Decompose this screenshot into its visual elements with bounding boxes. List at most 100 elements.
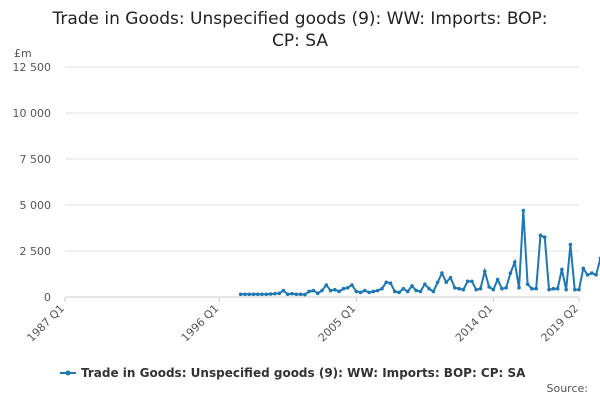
point bbox=[517, 286, 521, 290]
y-tick-label: 2 500 bbox=[20, 245, 52, 258]
point bbox=[268, 292, 273, 296]
legend-label: Trade in Goods: Unspecified goods (9): W… bbox=[81, 366, 526, 380]
point bbox=[431, 289, 436, 294]
point bbox=[303, 292, 307, 297]
point bbox=[410, 284, 414, 288]
point bbox=[388, 281, 393, 286]
point bbox=[491, 287, 496, 292]
chart-title: Trade in Goods: Unspecified goods (9): W… bbox=[51, 9, 547, 29]
point bbox=[264, 292, 269, 297]
point bbox=[590, 271, 594, 275]
point bbox=[405, 289, 410, 294]
x-tick-label: 1996 Q1 bbox=[179, 302, 222, 345]
point bbox=[337, 289, 341, 294]
point bbox=[572, 287, 577, 292]
point bbox=[418, 289, 423, 294]
point bbox=[397, 290, 401, 295]
point bbox=[551, 286, 556, 291]
point bbox=[320, 288, 324, 293]
point bbox=[414, 288, 419, 293]
point bbox=[581, 266, 586, 271]
point bbox=[285, 292, 290, 297]
point bbox=[375, 288, 380, 293]
point bbox=[465, 279, 470, 284]
point bbox=[525, 282, 530, 286]
x-tick-label: 2005 Q1 bbox=[316, 302, 359, 345]
point bbox=[461, 287, 466, 292]
point bbox=[487, 285, 491, 289]
point bbox=[542, 235, 547, 239]
point bbox=[350, 283, 354, 287]
point bbox=[448, 275, 453, 280]
point bbox=[393, 289, 397, 294]
point bbox=[444, 280, 449, 285]
point bbox=[401, 286, 406, 291]
point bbox=[577, 287, 581, 292]
legend-marker bbox=[65, 370, 71, 376]
point bbox=[358, 290, 363, 295]
point bbox=[440, 271, 444, 275]
y-tick-label: 7 500 bbox=[20, 153, 52, 166]
point bbox=[534, 286, 538, 291]
point bbox=[307, 289, 311, 294]
point bbox=[457, 286, 461, 291]
y-unit: £m bbox=[14, 47, 32, 60]
point bbox=[585, 273, 590, 277]
chart-title: CP: SA bbox=[272, 31, 328, 51]
point bbox=[255, 292, 260, 297]
point bbox=[521, 208, 526, 213]
point bbox=[260, 292, 264, 297]
y-tick-label: 12 500 bbox=[13, 61, 52, 74]
point bbox=[495, 277, 500, 282]
x-tick-label: 2014 Q1 bbox=[453, 302, 496, 345]
point bbox=[504, 286, 508, 290]
point bbox=[345, 286, 350, 290]
point bbox=[277, 291, 281, 296]
point bbox=[547, 287, 551, 292]
point bbox=[423, 282, 427, 286]
point bbox=[474, 287, 479, 292]
point bbox=[247, 292, 251, 297]
point bbox=[512, 260, 517, 264]
y-tick-label: 0 bbox=[44, 291, 51, 304]
point bbox=[564, 287, 568, 292]
point bbox=[560, 267, 564, 272]
point bbox=[281, 288, 286, 293]
point bbox=[354, 289, 359, 294]
line bbox=[240, 210, 600, 296]
y-tick-label: 10 000 bbox=[13, 107, 52, 120]
point bbox=[294, 292, 299, 297]
point bbox=[367, 290, 371, 295]
point bbox=[568, 242, 573, 247]
point bbox=[363, 288, 367, 293]
point bbox=[238, 292, 243, 297]
y-tick-label: 5 000 bbox=[20, 199, 52, 212]
source: Source: bbox=[547, 382, 589, 395]
x-tick-label: 2019 Q2 bbox=[539, 302, 582, 345]
point bbox=[371, 289, 376, 294]
point bbox=[427, 286, 431, 291]
point bbox=[435, 280, 440, 285]
point bbox=[311, 288, 316, 293]
point bbox=[470, 279, 474, 284]
point bbox=[500, 286, 504, 291]
point bbox=[555, 286, 560, 291]
point bbox=[594, 273, 598, 277]
point bbox=[384, 280, 389, 285]
point bbox=[315, 291, 320, 296]
x-tick-label: 1987 Q1 bbox=[25, 302, 68, 345]
point bbox=[380, 286, 384, 291]
point bbox=[478, 286, 483, 291]
point bbox=[341, 286, 346, 291]
point bbox=[298, 292, 303, 297]
point bbox=[273, 291, 277, 296]
point bbox=[290, 291, 294, 296]
point bbox=[333, 287, 337, 292]
point bbox=[243, 292, 247, 297]
point bbox=[452, 286, 457, 290]
point bbox=[328, 288, 333, 293]
point bbox=[482, 269, 487, 274]
point bbox=[508, 271, 513, 275]
point bbox=[538, 233, 543, 238]
